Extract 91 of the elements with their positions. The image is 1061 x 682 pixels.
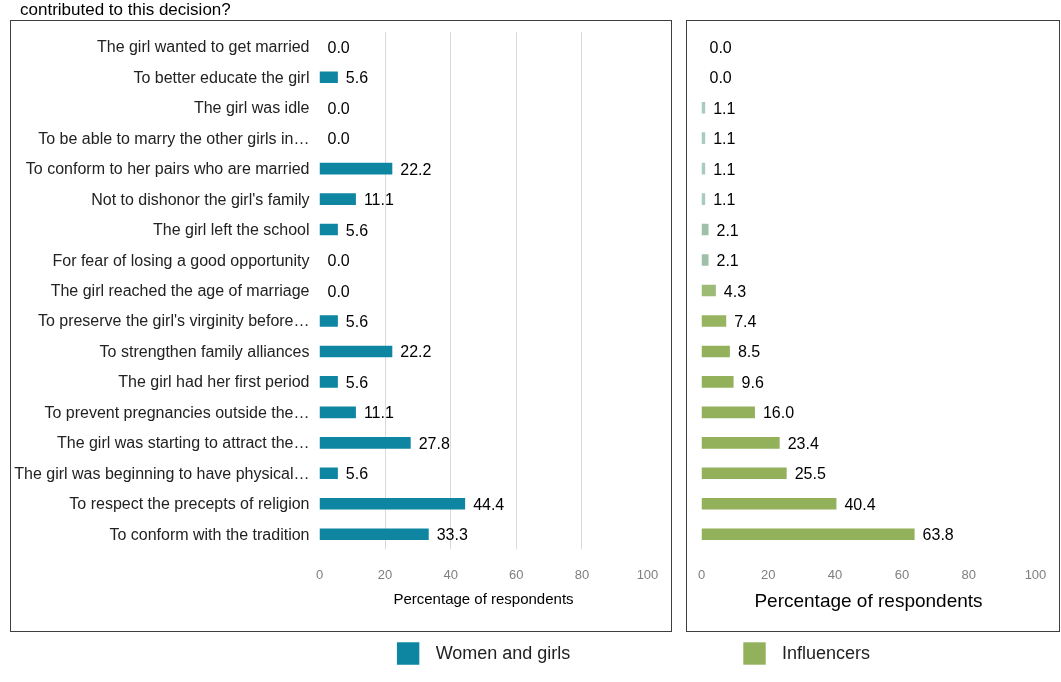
data-label: 0.0 — [327, 282, 350, 300]
x-tick-label: 40 — [443, 566, 458, 582]
data-label: 9.6 — [741, 373, 764, 391]
bar — [319, 345, 393, 358]
bar — [701, 284, 716, 297]
bar — [319, 71, 338, 83]
data-label: 2.1 — [716, 221, 739, 239]
bar — [319, 406, 356, 419]
y-tick-label: The girl was starting to attract the… — [56, 434, 310, 452]
y-tick-label: The girl was idle — [193, 99, 310, 117]
data-label: 5.6 — [345, 69, 369, 87]
bar — [701, 467, 787, 480]
x-tick-label: 20 — [761, 566, 776, 582]
bar — [319, 193, 356, 205]
legend-label: Women and girls — [435, 642, 571, 664]
y-tick-label: The girl left the school — [152, 221, 310, 239]
data-label: 22.2 — [400, 160, 432, 178]
data-label: 1.1 — [713, 99, 736, 117]
data-label: 0.0 — [709, 69, 732, 87]
data-label: 22.2 — [400, 343, 432, 361]
y-tick-label: For fear of losing a good opportunity — [52, 251, 310, 269]
bar — [701, 406, 755, 419]
data-label: 27.8 — [418, 434, 450, 452]
y-tick-label: To respect the precepts of religion — [69, 495, 310, 513]
bar — [701, 315, 727, 327]
bar — [319, 315, 338, 327]
y-tick-label: The girl had her first period — [118, 373, 310, 391]
y-tick-label: To conform with the tradition — [109, 525, 310, 543]
x-tick-label: 60 — [509, 566, 524, 582]
bar — [701, 345, 730, 358]
y-tick-label: To better educate the girl — [133, 68, 310, 86]
y-tick-label: To prevent pregnancies outside the… — [44, 403, 310, 421]
x-tick-label: 60 — [894, 566, 910, 582]
text: contributed to this decision? — [20, 0, 231, 20]
x-tick-label: 100 — [636, 566, 659, 582]
data-label: 11.1 — [363, 404, 394, 422]
legend-label: Influencers — [782, 642, 871, 664]
bar — [701, 254, 709, 266]
bar — [319, 437, 411, 449]
bar — [701, 437, 780, 449]
data-label: 0.0 — [327, 252, 350, 270]
data-label: 5.6 — [345, 465, 369, 483]
y-tick-label: The girl was beginning to have physical… — [14, 464, 310, 482]
data-label: 7.4 — [734, 312, 757, 330]
data-label: 16.0 — [762, 404, 795, 422]
x-axis-title: Percentage of respondents — [393, 589, 574, 607]
x-tick-label: 80 — [574, 566, 590, 582]
data-label: 25.5 — [794, 465, 826, 483]
x-tick-label: 20 — [377, 566, 393, 582]
bar — [319, 223, 338, 236]
y-tick-label: The girl reached the age of marriage — [50, 282, 310, 299]
data-label: 0.0 — [709, 38, 732, 56]
data-label: 40.4 — [844, 495, 876, 513]
data-label: 8.5 — [737, 343, 761, 361]
bar — [701, 376, 734, 388]
x-axis-title: Percentage of respondents — [754, 589, 983, 611]
x-tick-label: 0 — [697, 566, 706, 582]
data-label: 2.1 — [716, 252, 739, 270]
x-tick-label: 0 — [315, 566, 324, 582]
data-label: 4.3 — [723, 282, 747, 300]
bar — [701, 223, 709, 236]
data-label: 63.8 — [922, 526, 954, 544]
bar — [319, 162, 393, 175]
data-label: 0.0 — [327, 38, 350, 56]
bar — [701, 528, 915, 541]
data-label: 33.3 — [436, 526, 468, 544]
data-label: 11.1 — [363, 191, 394, 209]
y-tick-label: To conform to her pairs who are married — [25, 160, 310, 178]
x-tick-label: 100 — [1024, 566, 1047, 582]
data-label: 0.0 — [327, 99, 350, 117]
bar — [701, 498, 837, 510]
y-tick-label: The girl wanted to get married — [96, 38, 310, 56]
data-label: 1.1 — [713, 130, 736, 148]
data-label: 0.0 — [327, 130, 350, 148]
y-tick-label: Not to dishonor the girl's family — [91, 190, 310, 208]
bar — [319, 467, 338, 480]
y-tick-label: To preserve the girl's virginity before… — [37, 312, 310, 330]
data-label: 1.1 — [713, 160, 736, 178]
data-label: 5.6 — [345, 312, 369, 330]
y-tick-label: To be able to marry the other girls in… — [38, 129, 310, 147]
x-tick-label: 80 — [961, 566, 976, 582]
data-label: 44.4 — [473, 495, 505, 513]
y-tick-label: To strengthen family alliances — [99, 342, 310, 360]
data-label: 5.6 — [345, 221, 369, 239]
bar — [319, 376, 338, 388]
data-label: 23.4 — [787, 434, 819, 452]
data-label: 5.6 — [345, 373, 369, 391]
data-label: 1.1 — [713, 191, 736, 209]
bar — [319, 528, 429, 541]
x-tick-label: 40 — [827, 566, 843, 582]
bar — [319, 498, 466, 510]
